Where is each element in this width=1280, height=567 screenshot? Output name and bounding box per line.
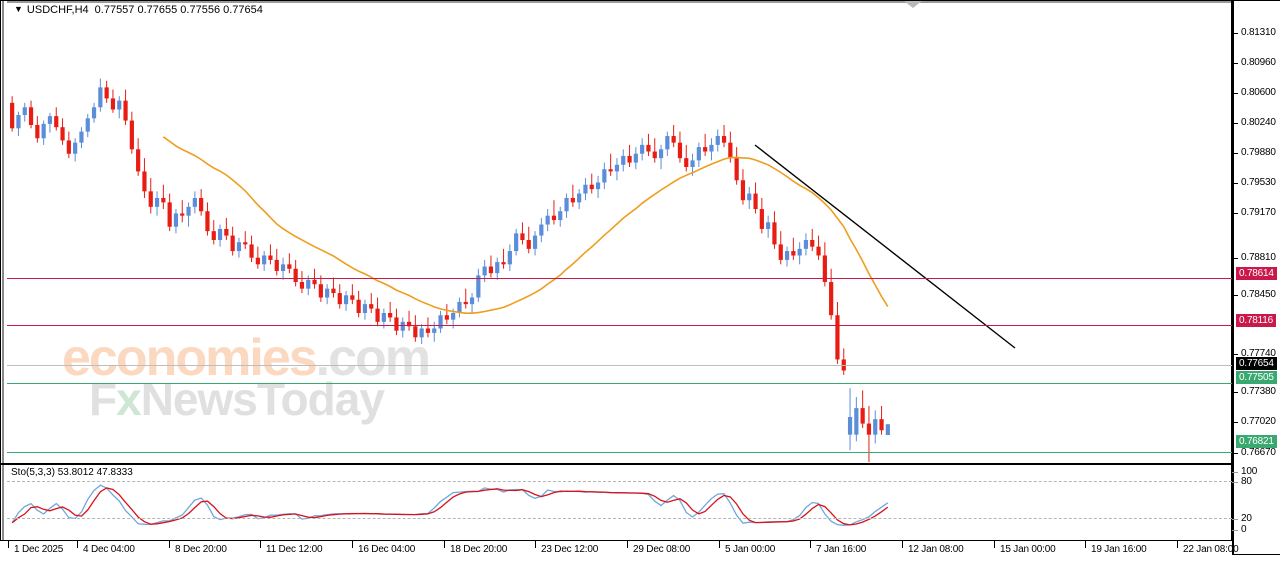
price-tick — [1232, 258, 1238, 259]
time-axis-tick — [535, 541, 536, 548]
price-tick — [1232, 392, 1238, 393]
price-level-chip: 0.77654 — [1236, 357, 1277, 370]
price-series-canvas — [10, 78, 1016, 462]
level-line-neutral-level — [7, 365, 1232, 366]
price-tick — [1232, 63, 1238, 64]
price-axis[interactable]: 0.81310 0.80960 0.80600 0.80240 0.79880 0.795… — [1232, 0, 1280, 555]
time-axis-label: 19 Jan 16:00 — [1091, 544, 1147, 555]
price-tick-label: 0.78810 — [1241, 252, 1276, 263]
time-axis-label: 5 Jan 00:00 — [725, 544, 776, 555]
stochastic-pane[interactable]: Sto(5,3,3) 53.8012 47.8333 — [7, 466, 1232, 540]
stochastic-tick — [1232, 472, 1238, 473]
time-axis-tick — [994, 541, 995, 548]
time-axis-tick — [902, 541, 903, 548]
time-axis-tick — [1177, 541, 1178, 548]
time-axis-tick — [352, 541, 353, 548]
top-rule — [1, 1, 1231, 3]
time-axis[interactable]: 1 Dec 2025 4 Dec 04:00 8 Dec 20:00 11 Dec 1… — [0, 541, 1239, 567]
symbol-legend: ▼ USDCHF,H4 0.77557 0.77655 0.77556 0.7765… — [14, 4, 263, 16]
price-tick — [1232, 213, 1238, 214]
oversold-level-line — [7, 518, 1232, 519]
time-axis-label: 18 Dec 20:00 — [450, 544, 508, 555]
time-axis-label: 4 Dec 04:00 — [83, 544, 135, 555]
time-axis-label: 7 Jan 16:00 — [816, 544, 867, 555]
price-tick-label: 0.76670 — [1241, 447, 1276, 458]
price-tick — [1232, 295, 1238, 296]
descending-trendline[interactable] — [754, 144, 1016, 349]
time-axis-label: 1 Dec 2025 — [14, 544, 64, 555]
stochastic-scale-label: 80 — [1241, 476, 1252, 487]
price-axis-spine — [1232, 1, 1234, 554]
price-tick-label: 0.77020 — [1241, 416, 1276, 427]
level-line-support-1 — [7, 383, 1232, 384]
moving-average-line — [162, 136, 889, 315]
price-tick-label: 0.81310 — [1241, 27, 1276, 38]
price-tick — [1232, 422, 1238, 423]
chart-frame — [0, 0, 1232, 553]
stochastic-scale-label: 100 — [1241, 466, 1258, 477]
time-axis-label: 29 Dec 08:00 — [633, 544, 691, 555]
stochastic-scale-label: 0 — [1241, 524, 1247, 535]
time-axis-label: 23 Dec 12:00 — [541, 544, 599, 555]
price-level-chip: 0.76821 — [1236, 435, 1277, 448]
time-axis-label: 8 Dec 20:00 — [175, 544, 227, 555]
time-axis-tick — [1085, 541, 1086, 548]
stochastic-d-line — [11, 487, 889, 526]
time-axis-tick — [77, 541, 78, 548]
level-line-resistance-2 — [7, 325, 1232, 326]
indicator-bottom-border — [1, 540, 1232, 541]
price-tick-label: 0.79880 — [1241, 147, 1276, 158]
pane-divider — [1, 463, 1232, 465]
price-level-chip: 0.78116 — [1236, 314, 1277, 327]
time-axis-label: 22 Jan 08:00 — [1183, 544, 1239, 555]
time-axis-tick — [444, 541, 445, 548]
candlestick-series — [10, 78, 890, 462]
price-tick-label: 0.78450 — [1241, 289, 1276, 300]
price-tick — [1232, 183, 1238, 184]
time-axis-tick — [627, 541, 628, 548]
time-axis-tick — [719, 541, 720, 548]
price-tick — [1232, 153, 1238, 154]
price-tick-label: 0.79170 — [1241, 207, 1276, 218]
price-tick — [1232, 93, 1238, 94]
stochastic-tick — [1232, 530, 1238, 531]
price-tick — [1232, 354, 1238, 355]
stochastic-scale-label: 20 — [1241, 513, 1252, 524]
ohlc-values: 0.77557 0.77655 0.77556 0.77654 — [94, 4, 263, 16]
time-axis-tick — [810, 541, 811, 548]
chart-top-marker-icon — [904, 1, 922, 8]
left-gutter — [1, 1, 7, 552]
price-tick-label: 0.80600 — [1241, 87, 1276, 98]
price-level-chip: 0.78614 — [1236, 267, 1277, 280]
time-axis-label: 11 Dec 12:00 — [266, 544, 323, 555]
stochastic-legend: Sto(5,3,3) 53.8012 47.8333 — [11, 467, 133, 478]
price-tick-label: 0.77740 — [1241, 348, 1276, 359]
stochastic-tick — [1232, 482, 1238, 483]
level-line-resistance-1 — [7, 278, 1232, 279]
price-tick-label: 0.77380 — [1241, 386, 1276, 397]
price-tick — [1232, 33, 1238, 34]
symbol-label: USDCHF,H4 — [26, 4, 89, 16]
price-level-chip: 0.77505 — [1236, 371, 1277, 384]
level-line-support-2 — [7, 452, 1232, 453]
time-axis-tick — [8, 541, 9, 548]
stochastic-k-line — [11, 484, 889, 526]
time-axis-tick — [260, 541, 261, 548]
stochastic-tick — [1232, 519, 1238, 520]
price-pane[interactable]: economies.com FxNewsToday — [7, 10, 1232, 462]
time-axis-label: 12 Jan 08:00 — [908, 544, 964, 555]
overbought-level-line — [7, 481, 1232, 482]
price-tick-label: 0.79530 — [1241, 177, 1276, 188]
time-axis-label: 16 Dec 04:00 — [358, 544, 416, 555]
price-tick-label: 0.80240 — [1241, 117, 1276, 128]
time-axis-tick — [169, 541, 170, 548]
stochastic-canvas — [11, 484, 889, 526]
time-axis-label: 15 Jan 00:00 — [1000, 544, 1056, 555]
price-tick — [1232, 453, 1238, 454]
chevron-down-icon[interactable]: ▼ — [14, 4, 23, 14]
price-tick — [1232, 123, 1238, 124]
price-tick-label: 0.80960 — [1241, 57, 1276, 68]
